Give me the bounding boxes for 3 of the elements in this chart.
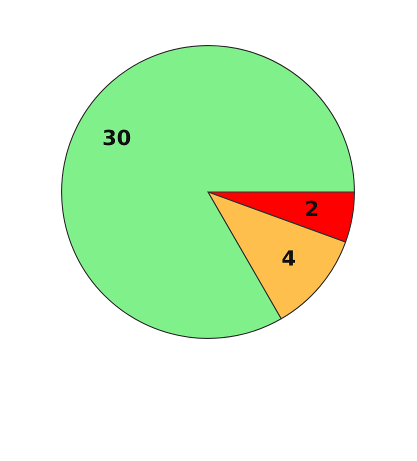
data-label: 4 [282,250,296,266]
data-label: 30 [104,130,130,146]
data-label: 2 [306,200,318,216]
